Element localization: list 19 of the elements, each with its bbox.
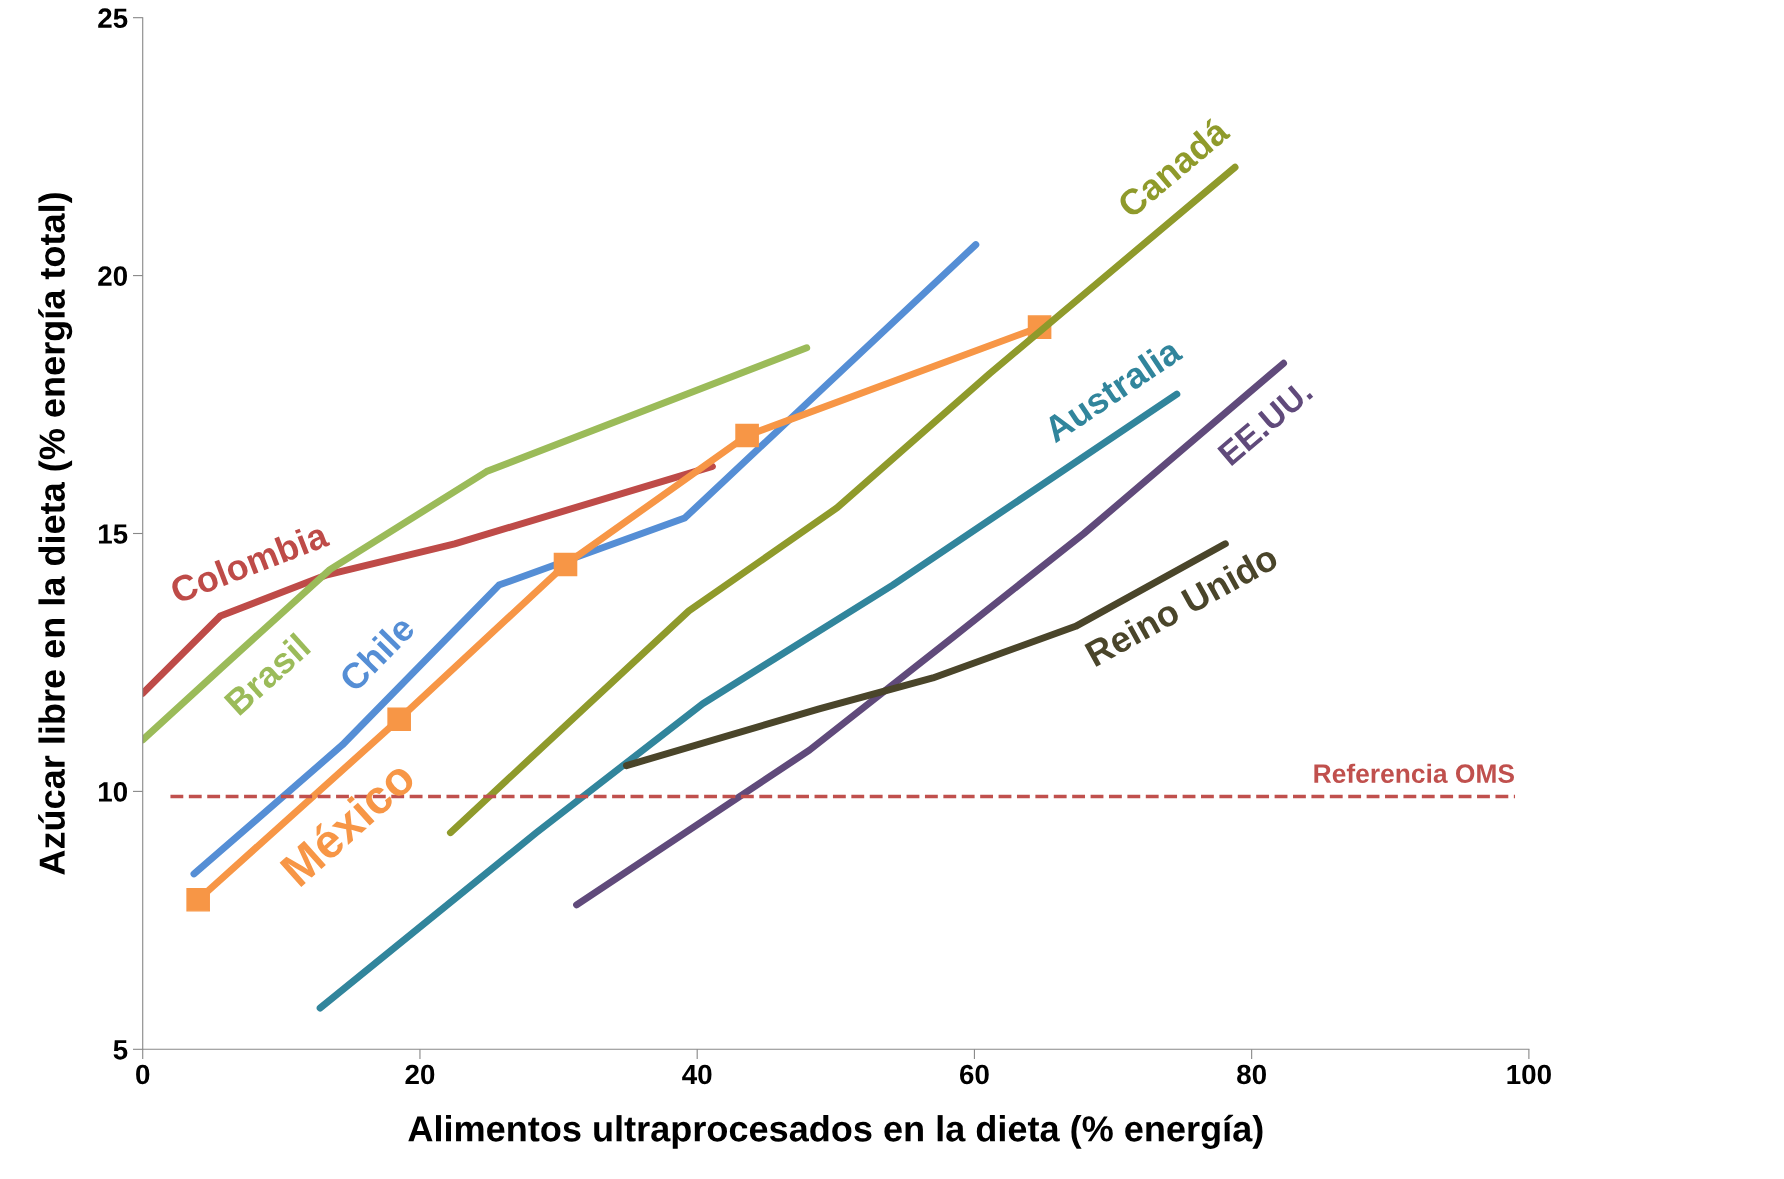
y-axis-title: Azúcar libre en la dieta (% energía total) <box>38 193 73 875</box>
y-tick-label: 25 <box>98 8 128 29</box>
text: Reino Unido <box>1083 543 1280 668</box>
point <box>553 552 578 577</box>
point <box>735 423 759 448</box>
y-tick-label: 20 <box>98 266 127 286</box>
y-tick-label: 10 <box>98 782 127 802</box>
x-tick-label: 100 <box>1507 1064 1551 1085</box>
y-tick-label: 15 <box>98 524 128 544</box>
ref-line-label: Referencia OMS <box>1314 763 1514 784</box>
point <box>387 707 411 731</box>
x-tick-label: 20 <box>405 1064 435 1085</box>
x-tick-label: 40 <box>682 1064 712 1085</box>
y-tick-label: 5 <box>113 1040 128 1060</box>
point <box>186 887 210 912</box>
x-tick-label: 60 <box>959 1064 989 1085</box>
x-tick-label: 80 <box>1237 1064 1266 1085</box>
x-tick-label: 0 <box>136 1064 150 1085</box>
x-axis-title: Alimentos ultraprocesados en la dieta (% energía) <box>408 1114 1263 1149</box>
